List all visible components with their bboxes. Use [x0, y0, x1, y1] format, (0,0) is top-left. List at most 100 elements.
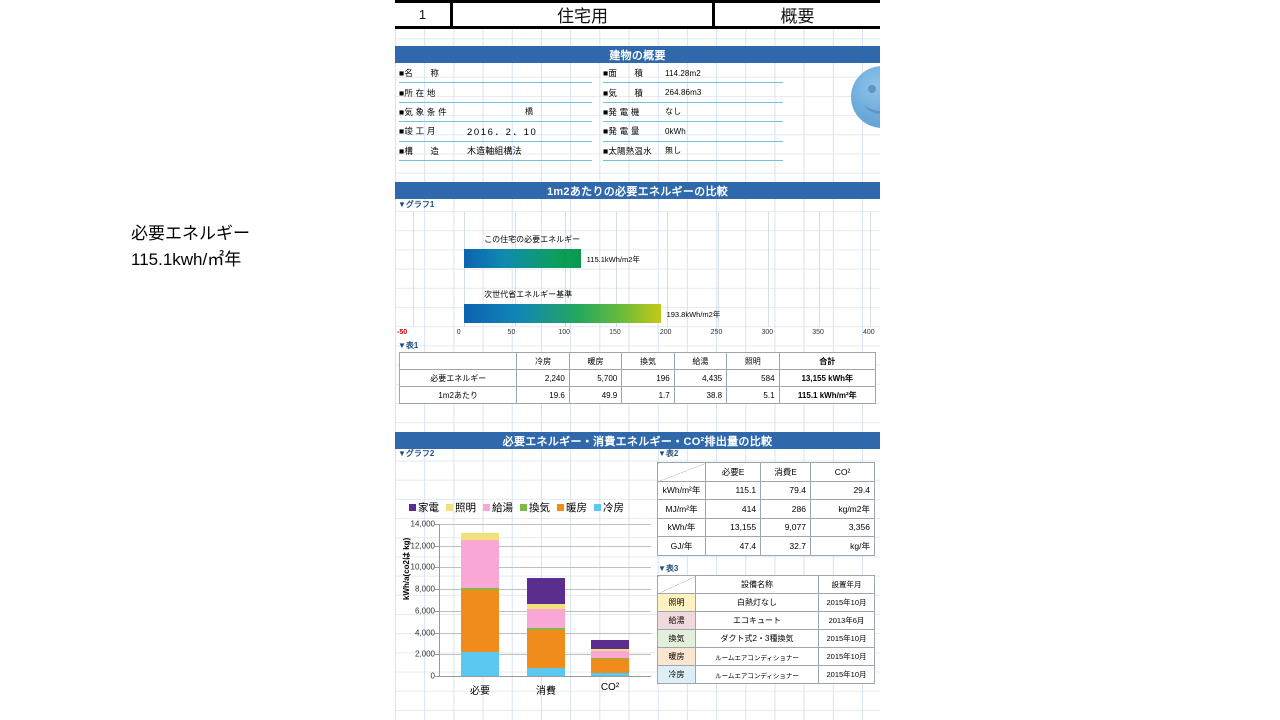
- legend-swatch: [409, 504, 416, 511]
- graph2-stacked-bar: [591, 639, 629, 676]
- row-value: 無し: [665, 146, 682, 156]
- table-row: 冷房 ルームエアコンディショナー 2015年10月: [657, 665, 875, 684]
- table2-cell: 3,356: [809, 517, 876, 537]
- graph1-axis-tick: -50: [397, 329, 408, 336]
- table2-row-label: MJ/m²年: [657, 499, 706, 519]
- table2-column-header: 消費E: [760, 462, 811, 482]
- table2-row-label: GJ/年: [657, 536, 706, 556]
- graph2-y-tick: [435, 610, 439, 612]
- graph1-gridline: [717, 212, 719, 327]
- table2-tag: ▼表2: [658, 449, 679, 458]
- table-row: 照明 白熱灯なし 2015年10月: [657, 593, 875, 612]
- table1-cell: 38.8: [673, 386, 728, 404]
- table2-cell: 414: [704, 499, 762, 519]
- table3-install-date: 2015年10月: [818, 647, 875, 666]
- graph2-y-tick: [435, 567, 439, 569]
- row-value: 橋: [525, 107, 534, 117]
- building-row-generator: ■発 電 機 なし: [603, 103, 783, 123]
- row-label: ■構 造: [399, 145, 440, 156]
- row-value: なし: [665, 107, 682, 117]
- legend-swatch: [520, 504, 527, 511]
- graph1-bar: [463, 304, 661, 323]
- graph2-y-tick-label: 14,000: [410, 519, 435, 529]
- graph1-axis-tick: 250: [710, 329, 723, 336]
- table2-cell: 47.4: [704, 536, 762, 556]
- table3-equipment-name: エコキュート: [695, 611, 819, 630]
- graph1-gridline: [413, 212, 414, 327]
- table-row: 1m2あたり 19.6 49.9 1.7 38.8 5.1 115.1 kWh/m²年: [398, 386, 877, 404]
- building-row-volume: ■気 積 264.86m3: [603, 83, 783, 103]
- graph2-bar-segment: [591, 651, 629, 658]
- graph1-bar-label: 次世代省エネルギー基準: [484, 290, 573, 299]
- table3-column-header: 設備名称: [695, 575, 819, 594]
- graph2-y-tick: [435, 676, 439, 677]
- table-row: 必要エネルギー 2,240 5,700 196 4,435 584 13,155 kWh年: [398, 369, 877, 387]
- graph1-title: 1m2あたりの必要エネルギーの比較: [395, 182, 880, 199]
- graph1-axis-tick: 0: [456, 329, 461, 336]
- graph2-bar-segment: [591, 658, 629, 659]
- building-row-name: ■名 称: [399, 64, 592, 84]
- table1: 冷房 暖房 換気 給湯 照明 合計 必要エネルギー 2,240 5,700 196 4,435 584…: [398, 352, 877, 404]
- table3-category-cell: 換気: [657, 629, 696, 648]
- graph2-bar-segment: [461, 651, 499, 676]
- table2-cell: 32.7: [760, 536, 811, 556]
- table2-cell: 79.4: [760, 480, 811, 500]
- graph1-gridline: [565, 212, 567, 327]
- table2-cell: 13,155: [704, 517, 762, 537]
- building-summary-block: ■名 称 ■所 在 地 ■気 象 条 件 橋 ■竣 工 月 2016．2．10 …: [395, 64, 880, 162]
- table3-corner-cell: [657, 575, 696, 594]
- table2-row-label: kWh/m²年: [657, 480, 706, 500]
- row-label: ■発 電 機: [603, 106, 640, 117]
- graph2-y-tick-label: 0: [430, 671, 435, 681]
- row-label: ■気 象 条 件: [399, 106, 447, 117]
- graph2-bar-segment: [461, 589, 499, 652]
- table2-cell: 286: [760, 499, 811, 519]
- table2-corner-cell: [657, 462, 706, 482]
- table1-column-header: 冷房: [516, 352, 570, 370]
- table-row: kWh/m²年 115.1 79.4 29.4: [657, 480, 876, 500]
- table3-header-row: 設備名称 設置年月: [657, 575, 875, 594]
- table3-category-cell: 照明: [657, 593, 696, 612]
- graph2-bar-segment: [591, 658, 629, 674]
- table3-install-date: 2015年10月: [818, 629, 875, 648]
- legend-item: 暖房: [557, 500, 587, 515]
- table3-category-cell: 給湯: [657, 611, 696, 630]
- building-summary-left-column: ■名 称 ■所 在 地 ■気 象 条 件 橋 ■竣 工 月 2016．2．10 …: [399, 64, 592, 161]
- legend-item: 給湯: [483, 500, 513, 515]
- legend-item: 照明: [446, 500, 476, 515]
- graph1-axis-tick: 150: [609, 329, 621, 336]
- header-category: 住宅用: [453, 3, 715, 26]
- graph1-axis-tick: 400: [863, 329, 875, 336]
- table1-cell: 5,700: [568, 369, 623, 387]
- graph2-baseline: [439, 676, 651, 677]
- graph2-bar-segment: [527, 629, 565, 668]
- graph2-x-tick-label: CO²: [600, 682, 620, 693]
- table2-header-row: 必要E 消費E CO²: [657, 462, 876, 482]
- row-label: ■発 電 量: [603, 126, 640, 137]
- building-row-address: ■所 在 地: [399, 83, 592, 103]
- graph2-stacked-bar: [461, 533, 499, 676]
- row-value: 264.86m3: [665, 88, 702, 98]
- graph2-y-tick: [435, 654, 439, 656]
- table1-cell: 1.7: [621, 386, 675, 404]
- legend-label: 冷房: [603, 502, 624, 514]
- row-value: 0kWh: [665, 126, 686, 136]
- graph1-gridline: [819, 212, 821, 327]
- table3-install-date: 2013年6月: [818, 611, 875, 630]
- legend-label: 暖房: [566, 502, 587, 514]
- graph1-axis-tick: 50: [507, 329, 516, 336]
- table3: 設備名称 設置年月 照明 白熱灯なし 2015年10月 給湯 エコキュート 2013年6月 換気…: [657, 575, 875, 684]
- table-row: 給湯 エコキュート 2013年6月: [657, 611, 875, 630]
- graph2-gridline: [439, 524, 651, 525]
- building-row-structure: ■構 造 木造軸組構法: [399, 142, 592, 161]
- graph2-bar-segment: [527, 667, 565, 676]
- left-annotation-text: 必要エネルギー 115.1kwh/㎡年: [131, 224, 250, 269]
- graph2-bar-segment: [527, 627, 565, 630]
- table1-column-header: 照明: [726, 352, 780, 370]
- table3-column-header: 設置年月: [818, 575, 875, 594]
- graph2-y-tick: [435, 589, 439, 591]
- table3-category-cell: 冷房: [657, 665, 696, 684]
- graph1-bar-value: 115.1kWh/m2年: [586, 255, 640, 264]
- table1-tag: ▼表1: [398, 341, 419, 350]
- table1-row-label: 1m2あたり: [398, 386, 518, 404]
